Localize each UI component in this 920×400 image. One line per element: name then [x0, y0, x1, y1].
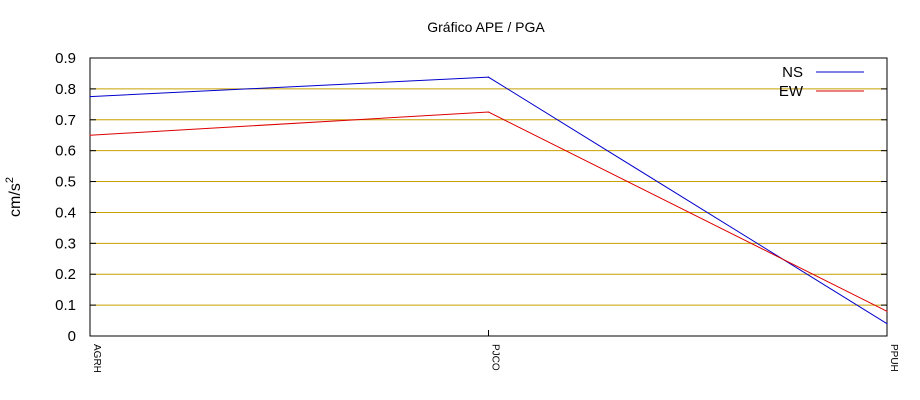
- data-point-ns: [89, 96, 91, 98]
- data-point-ew: [89, 134, 91, 136]
- y-tick-label: 0.9: [55, 50, 76, 67]
- data-point-ns: [487, 76, 490, 78]
- y-tick-label: 0.4: [55, 204, 76, 221]
- y-tick-label: 0: [68, 328, 76, 345]
- chart-title: Gráfico APE / PGA: [427, 19, 545, 35]
- y-tick-label: 0.3: [55, 235, 76, 252]
- y-tick-label: 0.7: [55, 112, 76, 129]
- y-tick-label: 0.1: [55, 297, 76, 314]
- gridlines: [90, 88, 887, 306]
- y-tick-label: 0.8: [55, 81, 76, 98]
- data-point-ew: [886, 310, 888, 312]
- y-axis-label-text: cm/s: [7, 183, 24, 217]
- y-axis-label: cm/s2: [4, 177, 24, 217]
- x-tick-label: PPUH: [888, 344, 899, 372]
- series-line-ew: [89, 111, 888, 312]
- y-tick-label: 0.2: [55, 266, 76, 283]
- plot-frame: [89, 57, 888, 337]
- series-lines: [89, 76, 888, 325]
- x-axis: AGRH PJCO PPUH: [89, 330, 899, 373]
- x-tick-label: PJCO: [490, 344, 501, 371]
- data-point-ns: [886, 323, 888, 325]
- y-axis-label-superscript: 2: [4, 177, 16, 183]
- y-tick-label: 0.5: [55, 174, 76, 191]
- series-line-ns: [89, 76, 888, 325]
- legend: NS EW: [779, 64, 864, 100]
- legend-label: NS: [782, 64, 803, 81]
- x-tick-label: AGRH: [91, 344, 102, 373]
- y-axis: 0 0.1 0.2 0.3 0.4 0.5 0.6 0.7 0.8 0.9: [55, 50, 887, 345]
- legend-label: EW: [779, 83, 804, 100]
- data-point-ew: [487, 111, 490, 113]
- y-tick-label: 0.6: [55, 143, 76, 160]
